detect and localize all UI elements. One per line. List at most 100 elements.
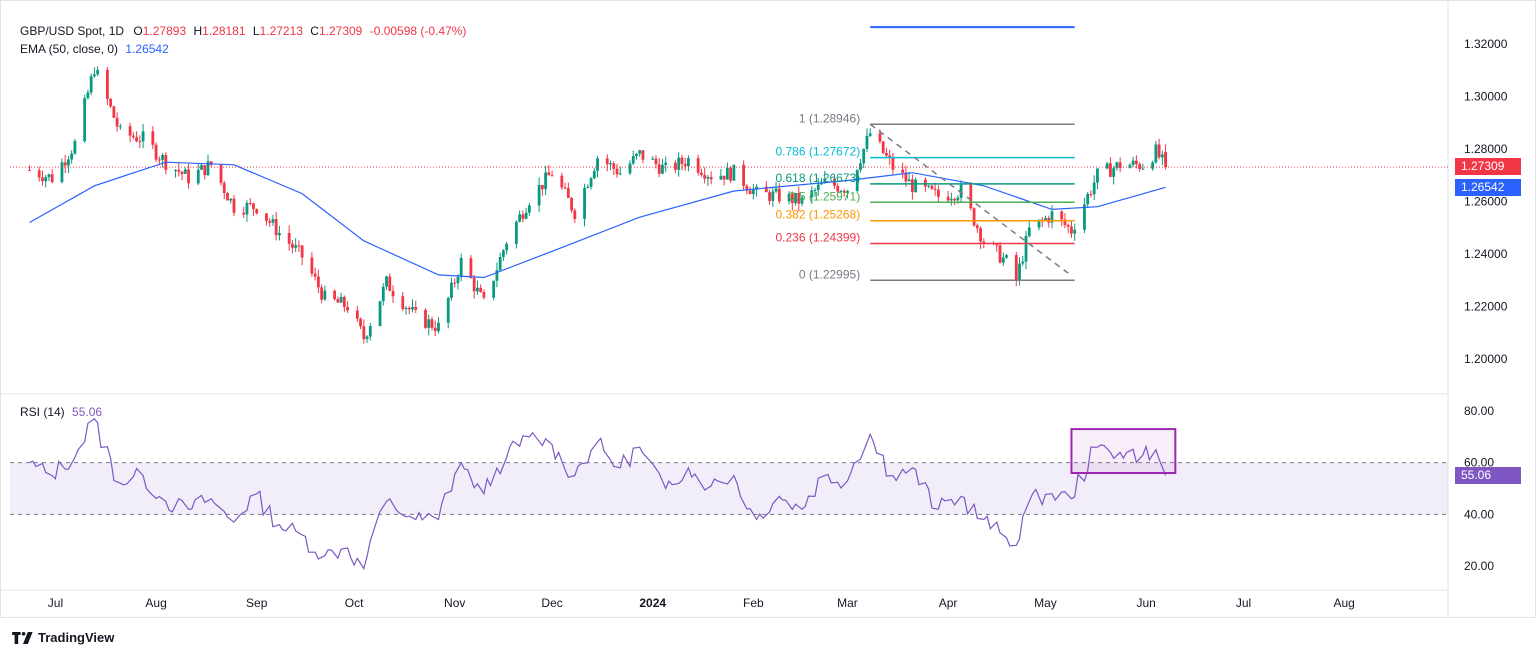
open-label: O (133, 24, 143, 38)
candle-up (1115, 162, 1119, 169)
candle-up (583, 187, 586, 219)
candle-down (310, 257, 314, 274)
candle-up (196, 169, 200, 184)
candle-up (956, 197, 960, 201)
candle-down (570, 197, 573, 211)
candle-up (141, 131, 145, 142)
candle-down (936, 189, 940, 197)
candle-down (563, 187, 567, 189)
candle-up (820, 182, 823, 185)
ema-value: 1.26542 (125, 42, 169, 56)
candle-down (1109, 163, 1112, 177)
time-tick-label: Sep (246, 596, 268, 610)
low-label: L (252, 24, 260, 38)
candle-down (313, 273, 317, 277)
candle-down (154, 144, 158, 160)
candle-down (226, 193, 229, 201)
candle-up (544, 172, 547, 190)
candle-down (252, 203, 255, 209)
close-value: 1.27309 (318, 24, 363, 38)
candle-up (245, 202, 249, 215)
candle-up (927, 185, 931, 187)
candle-up (492, 280, 496, 298)
candle-down (777, 188, 781, 202)
candle-down (615, 168, 619, 175)
candle-down (641, 150, 645, 160)
candle-down (885, 153, 888, 156)
candle-up (183, 169, 187, 174)
candle-down (424, 309, 427, 328)
candle-up (1160, 154, 1164, 158)
candle-down (764, 186, 768, 193)
candle-up (505, 243, 509, 251)
tradingview-logo[interactable]: TradingView (12, 630, 114, 645)
logo-text: TradingView (38, 630, 115, 645)
candle-down (131, 135, 135, 138)
candle-up (1001, 257, 1005, 263)
candle-down (209, 161, 213, 165)
candle-up (378, 301, 382, 327)
symbol-name[interactable]: GBP/USD Spot, 1D (20, 24, 125, 38)
candle-down (41, 177, 44, 182)
candle-up (638, 150, 642, 154)
candle-down (265, 213, 268, 222)
candle-up (1151, 162, 1155, 169)
candle-down (729, 167, 733, 181)
candle-down (359, 318, 362, 327)
rsi-value: 55.06 (72, 405, 103, 419)
candle-down (222, 182, 226, 194)
candle-up (596, 158, 599, 171)
candle-down (115, 117, 119, 127)
candle-up (732, 164, 736, 181)
candle-up (206, 161, 210, 176)
candle-up (914, 179, 918, 193)
last-price-tag: 1.27309 (1455, 158, 1521, 175)
candle-up (800, 197, 804, 204)
candle-down (355, 310, 359, 319)
candle-down (703, 174, 707, 179)
candle-down (430, 319, 434, 328)
candle-up (1021, 261, 1025, 264)
candle-down (790, 193, 794, 204)
candle-down (362, 326, 366, 340)
candle-up (618, 173, 622, 175)
candle-down (768, 192, 771, 201)
fib-level-label: 0.618 (1.26673) (775, 171, 860, 185)
candle-up (118, 126, 122, 128)
candle-down (255, 208, 259, 214)
rsi-legend[interactable]: RSI (14) 55.06 (20, 405, 106, 419)
candle-down (709, 177, 713, 180)
candle-up (537, 184, 541, 206)
candle-down (683, 163, 687, 167)
candle-up (823, 178, 827, 183)
candle-down (982, 241, 986, 244)
candle-up (1141, 168, 1145, 170)
candle-down (1118, 162, 1122, 169)
candle-up (89, 76, 93, 93)
price-tick-label: 1.32000 (1464, 37, 1508, 51)
candle-down (479, 287, 483, 293)
time-tick-label: Jul (1236, 596, 1251, 610)
price-tick-label: 1.30000 (1464, 90, 1508, 104)
candle-up (514, 221, 518, 244)
candle-up (446, 297, 450, 323)
candle-up (385, 276, 388, 287)
candle-down (274, 219, 278, 236)
ema-legend[interactable]: EMA (50, close, 0) 1.26542 (20, 42, 173, 56)
candle-down (297, 245, 301, 247)
chart-frame (0, 0, 1536, 618)
candle-down (333, 290, 337, 300)
candle-down (904, 172, 908, 182)
candle-down (1066, 225, 1070, 227)
candle-down (612, 163, 616, 169)
candle-down (972, 208, 976, 226)
high-value: 1.28181 (202, 24, 246, 38)
time-tick-label: Aug (145, 596, 166, 610)
candle-up (1005, 255, 1008, 258)
candle-up (677, 157, 681, 170)
candle-up (755, 186, 758, 190)
candle-up (365, 336, 369, 340)
candle-down (453, 282, 457, 284)
candle-up (1112, 168, 1116, 177)
